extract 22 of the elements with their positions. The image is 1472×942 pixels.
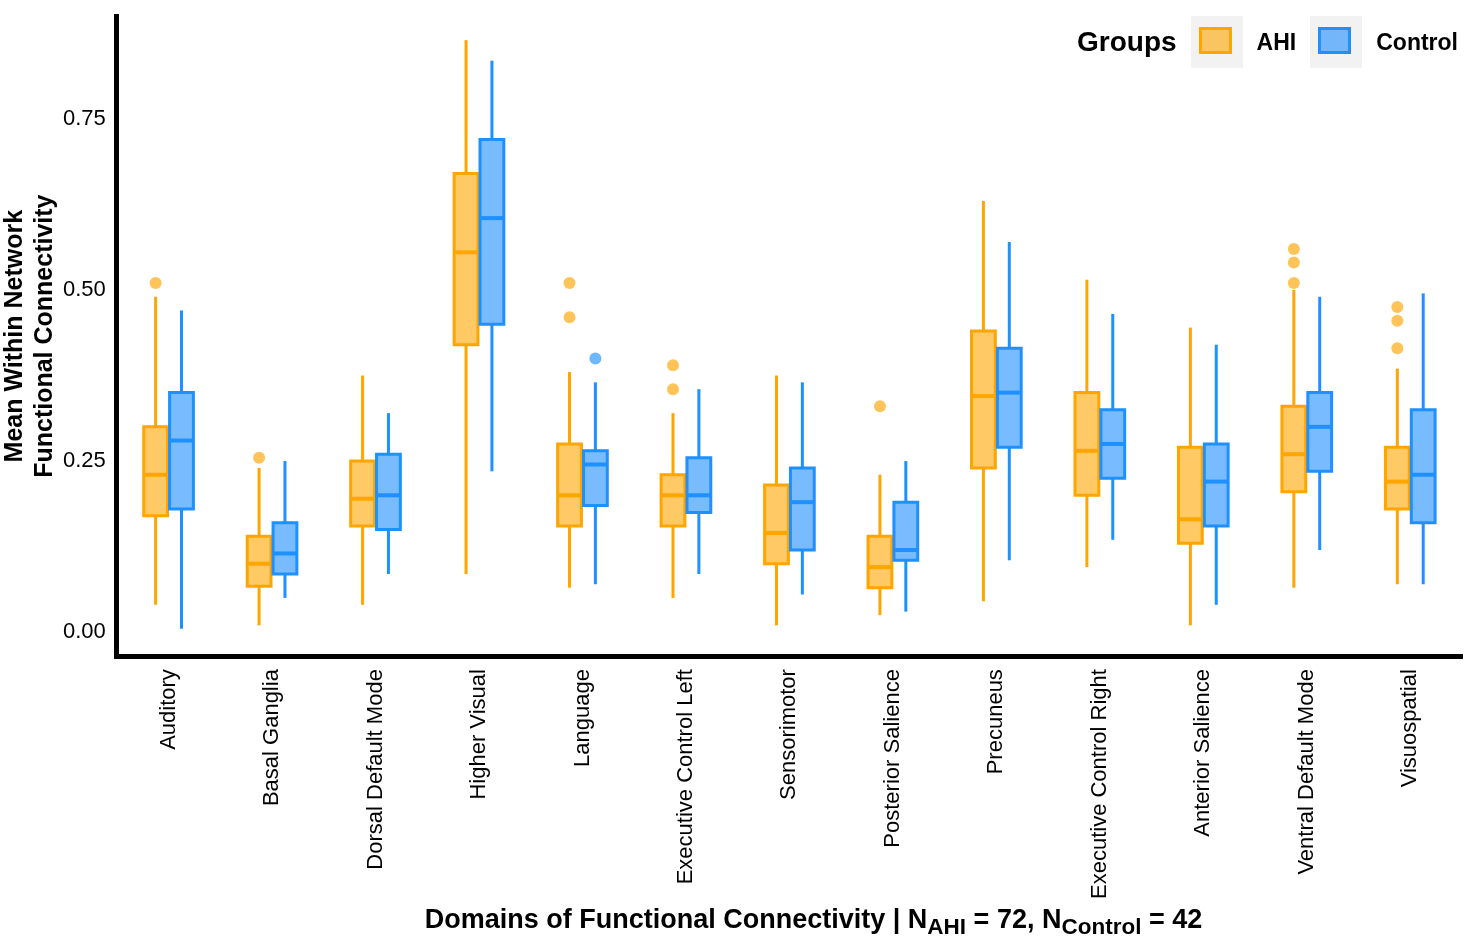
x-tick-label: Basal Ganglia bbox=[258, 668, 284, 807]
x-tick-label: Higher Visual bbox=[465, 669, 491, 800]
y-tick-label: 0.75 bbox=[62, 104, 106, 130]
x-tick-label: Anterior Salience bbox=[1189, 669, 1215, 837]
y-axis-title: Mean Within Network Functional Connectivity bbox=[0, 194, 57, 478]
y-tick-label: 0.00 bbox=[62, 618, 106, 644]
legend-label: Control bbox=[1376, 28, 1458, 56]
x-tick-label: Posterior Salience bbox=[878, 669, 904, 848]
x-tick-label: Auditory bbox=[154, 669, 180, 750]
y-tick-label: 0.25 bbox=[62, 447, 106, 473]
legend-title: Groups bbox=[1077, 26, 1177, 58]
y-tick-label: 0.50 bbox=[62, 276, 106, 302]
x-tick-label: Dorsal Default Mode bbox=[361, 669, 387, 870]
x-tick-label: Executive Control Right bbox=[1085, 669, 1111, 900]
x-tick-label: Sensorimotor bbox=[775, 669, 801, 800]
legend-label: AHI bbox=[1256, 28, 1297, 56]
x-tick-label: Ventral Default Mode bbox=[1292, 669, 1318, 875]
x-axis-title: Domains of Functional Connectivity | N$_{AHI}$ = 72, N$_{Control}$ = 42 bbox=[423, 904, 1204, 941]
x-tick-label: Precuneus bbox=[982, 669, 1008, 775]
x-tick-label: Executive Control Left bbox=[672, 669, 697, 885]
x-tick-label: Language bbox=[568, 669, 594, 768]
x-tick-label: Visuospatial bbox=[1396, 669, 1422, 788]
